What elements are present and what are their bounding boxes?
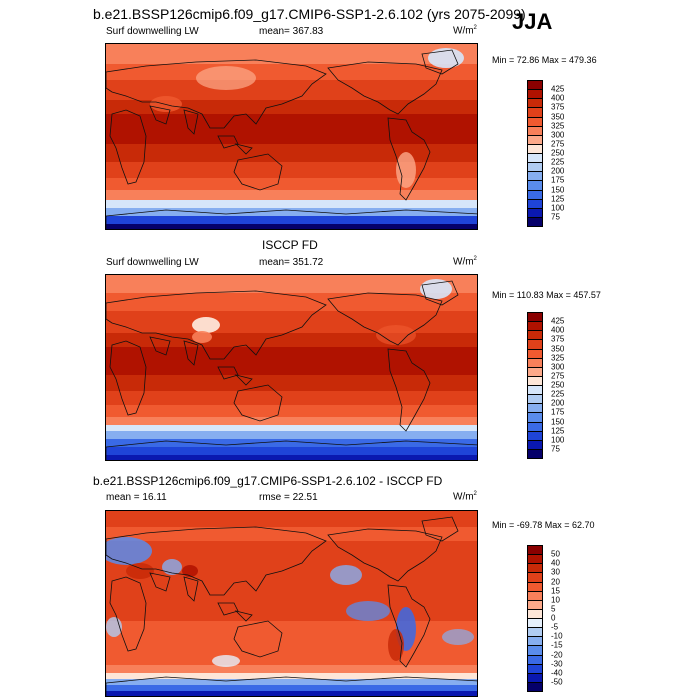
panel-3-map	[105, 510, 478, 697]
colorbar-tick-label: -20	[551, 650, 563, 659]
colorbar-tick-label: 100	[551, 203, 565, 213]
colorbar-tick-label: -40	[551, 668, 563, 678]
panel-1-map	[105, 43, 478, 230]
colorbar-tick-label: 275	[551, 371, 565, 381]
panel-3-title: b.e21.BSSP126cmip6.f09_g17.CMIP6-SSP1-2.…	[93, 474, 443, 488]
colorbar-tick-label: 40	[551, 558, 560, 568]
panel-1-variable-label: Surf downwelling LW	[106, 26, 199, 37]
colorbar-tick-label: -30	[551, 659, 563, 669]
panel-2-mean-label: mean= 351.72	[259, 257, 324, 268]
colorbar-tick-label: 75	[551, 212, 560, 222]
colorbar-tick-label: 325	[551, 121, 565, 131]
panel-3-units: W/m2	[453, 491, 477, 503]
panel-3-rmse-label: rmse = 22.51	[259, 492, 318, 503]
figure-title: b.e21.BSSP126cmip6.f09_g17.CMIP6-SSP1-2.…	[93, 6, 526, 22]
colorbar-tick-label: 100	[551, 435, 565, 445]
colorbar-tick-label: 250	[551, 380, 565, 390]
panel-2-min-max: Min = 110.83 Max = 457.57	[492, 290, 601, 300]
colorbar-tick-label: -15	[551, 640, 563, 650]
panel-2-variable-label: Surf downwelling LW	[106, 257, 199, 268]
panel-2-units: W/m2	[453, 256, 477, 268]
colorbar-tick-label: 225	[551, 389, 565, 399]
colorbar-tick-label: 300	[551, 130, 565, 140]
colorbar-tick-label: 175	[551, 407, 565, 417]
colorbar-tick-label: -5	[551, 622, 559, 632]
panel-2-title: ISCCP FD	[262, 238, 318, 252]
colorbar-tick-label: 375	[551, 102, 565, 112]
colorbar-tick-label: 150	[551, 417, 565, 426]
colorbar-tick-label: 125	[551, 426, 565, 436]
colorbar-tick-label: 250	[551, 148, 565, 158]
colorbar-tick-label: 425	[551, 84, 565, 94]
colorbar-box	[527, 216, 543, 227]
panel-3-colorbar: 50 40 30 20 15 10 5 0 -5 -10 -15 -20 -30 -40 -50	[527, 545, 587, 692]
colorbar-tick-label: 30	[551, 567, 560, 577]
colorbar-tick-label: 400	[551, 93, 565, 103]
colorbar-tick-label: 150	[551, 185, 565, 194]
colorbar-tick-label: 5	[551, 604, 556, 614]
colorbar-tick-label: 10	[551, 595, 560, 605]
colorbar-tick-label: 275	[551, 139, 565, 149]
colorbar-tick-label: -50	[551, 677, 563, 687]
colorbar-tick-label: 425	[551, 316, 565, 326]
colorbar-tick-label: 50	[551, 549, 560, 559]
colorbar-tick-label: -10	[551, 631, 563, 641]
panel-2-map	[105, 274, 478, 461]
panel-1-units: W/m2	[453, 25, 477, 37]
panel-1-min-max: Min = 72.86 Max = 479.36	[492, 55, 597, 65]
colorbar-tick-label: 325	[551, 353, 565, 363]
colorbar-tick-label: 200	[551, 398, 565, 408]
season-label: JJA	[512, 9, 553, 34]
colorbar-tick-label: 225	[551, 157, 565, 167]
panel-1-mean-label: mean= 367.83	[259, 26, 324, 37]
panel-1-colorbar: 425 400 375 350 325 300 275 250 225 200 175 150 125 1…	[527, 80, 587, 227]
colorbar-tick-label: 350	[551, 112, 565, 121]
colorbar-tick-label: 200	[551, 166, 565, 176]
colorbar-tick-label: 75	[551, 444, 560, 454]
colorbar-box	[527, 681, 543, 692]
panel-3-mean-label: mean = 16.11	[106, 492, 167, 503]
colorbar-tick-label: 20	[551, 577, 560, 586]
colorbar-box	[527, 448, 543, 459]
colorbar-tick-label: 175	[551, 175, 565, 185]
panel-2-colorbar: 425 400 375 350 325 300 275 250 225 200 175 150 125 1…	[527, 312, 587, 459]
colorbar-tick-label: 300	[551, 362, 565, 372]
colorbar-tick-label: 400	[551, 325, 565, 335]
panel-3-min-max: Min = -69.78 Max = 62.70	[492, 520, 595, 530]
colorbar-tick-label: 375	[551, 334, 565, 344]
colorbar-tick-label: 0	[551, 613, 556, 623]
colorbar-tick-label: 350	[551, 344, 565, 353]
colorbar-tick-label: 125	[551, 194, 565, 204]
colorbar-tick-label: 15	[551, 586, 560, 596]
